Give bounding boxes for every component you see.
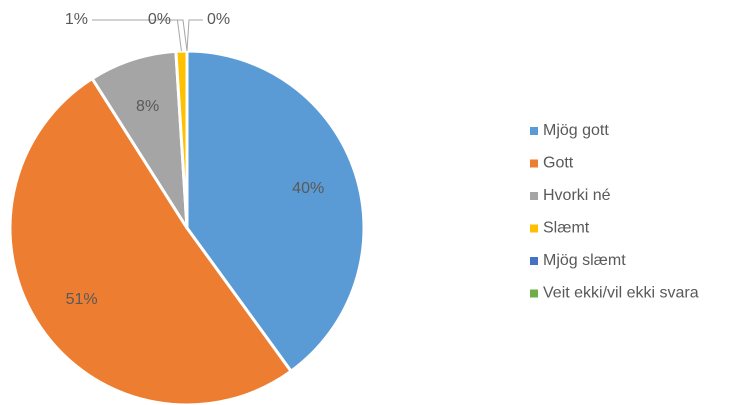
pie-slice: [8, 76, 294, 405]
legend-swatch: [530, 257, 538, 265]
legend-label: Hvorki né: [543, 187, 611, 204]
legend-swatch: [530, 159, 538, 168]
legend-swatch: [530, 127, 538, 135]
data-label: 8%: [136, 98, 159, 115]
pie-slice: [185, 49, 366, 374]
legend-label: Gott: [543, 155, 574, 172]
legend-label: Veit ekki/vil ekki svara: [543, 285, 699, 302]
leader-line: [186, 19, 203, 52]
data-label: 40%: [292, 180, 324, 197]
data-label: 51%: [66, 291, 98, 308]
legend-swatch: [530, 192, 538, 200]
legend-label: Mjög slæmt: [543, 252, 626, 269]
legend-label: Slæmt: [543, 220, 590, 237]
data-label: 1%: [65, 11, 88, 28]
pie-slice: [90, 49, 189, 229]
leader-line: [175, 19, 188, 52]
legend-swatch: [530, 224, 538, 233]
data-label: 0%: [207, 11, 230, 28]
legend-swatch: [530, 289, 538, 298]
data-label: 0%: [148, 11, 171, 28]
legend-label: Mjög gott: [543, 122, 609, 139]
